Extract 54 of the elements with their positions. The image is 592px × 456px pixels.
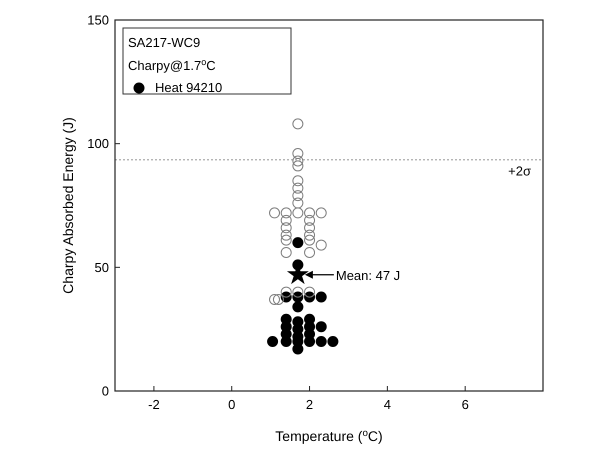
x-tick-label: 6 [462, 397, 469, 412]
point [280, 230, 292, 241]
point [292, 160, 304, 172]
point [316, 292, 327, 303]
point [280, 214, 292, 226]
point [304, 230, 316, 241]
legend-title: SA217-WC9 [128, 35, 200, 50]
point [280, 234, 292, 246]
point [280, 222, 292, 234]
annotation: Charpy@1.7$^{o}$C [128, 57, 216, 73]
point [280, 286, 292, 298]
point [267, 336, 278, 348]
point [280, 336, 292, 348]
point [272, 294, 284, 305]
point [304, 207, 316, 218]
x-tick-label: 2 [306, 397, 314, 412]
point [292, 148, 304, 160]
point [292, 182, 304, 194]
legend-label: Heat 94210 [155, 80, 222, 95]
y-axis-title: Charpy Absorbed Energy (J) [60, 117, 76, 294]
point [292, 198, 304, 209]
y-tick-label: 150 [87, 12, 109, 28]
point [304, 286, 316, 298]
point [292, 207, 304, 218]
point [280, 246, 292, 258]
x-tick-label: 0 [228, 397, 236, 412]
annotation: Mean: 47 J [336, 268, 400, 283]
point [304, 214, 316, 226]
point [292, 301, 304, 312]
y-tick-label: 0 [102, 384, 109, 398]
x-tick-label: 4 [384, 397, 391, 412]
y-tick-label: 100 [87, 136, 109, 152]
point [327, 336, 338, 348]
point [292, 175, 304, 186]
point [316, 321, 327, 332]
point [292, 155, 304, 166]
point [269, 207, 280, 218]
ref-line-label: +2σ [508, 164, 531, 179]
point [316, 336, 327, 348]
point [292, 286, 304, 298]
point [292, 190, 304, 202]
point [316, 207, 327, 218]
point [316, 240, 327, 251]
y-tick-label: 50 [94, 260, 109, 275]
point [269, 294, 280, 305]
point [292, 118, 304, 130]
x-tick-label: -2 [148, 397, 160, 412]
point [304, 246, 316, 258]
point [304, 336, 316, 348]
point [304, 234, 316, 246]
point [292, 237, 304, 248]
x-axis-title: Temperature ($^{o}$C) [275, 428, 383, 444]
point [280, 207, 292, 218]
point [304, 222, 316, 234]
